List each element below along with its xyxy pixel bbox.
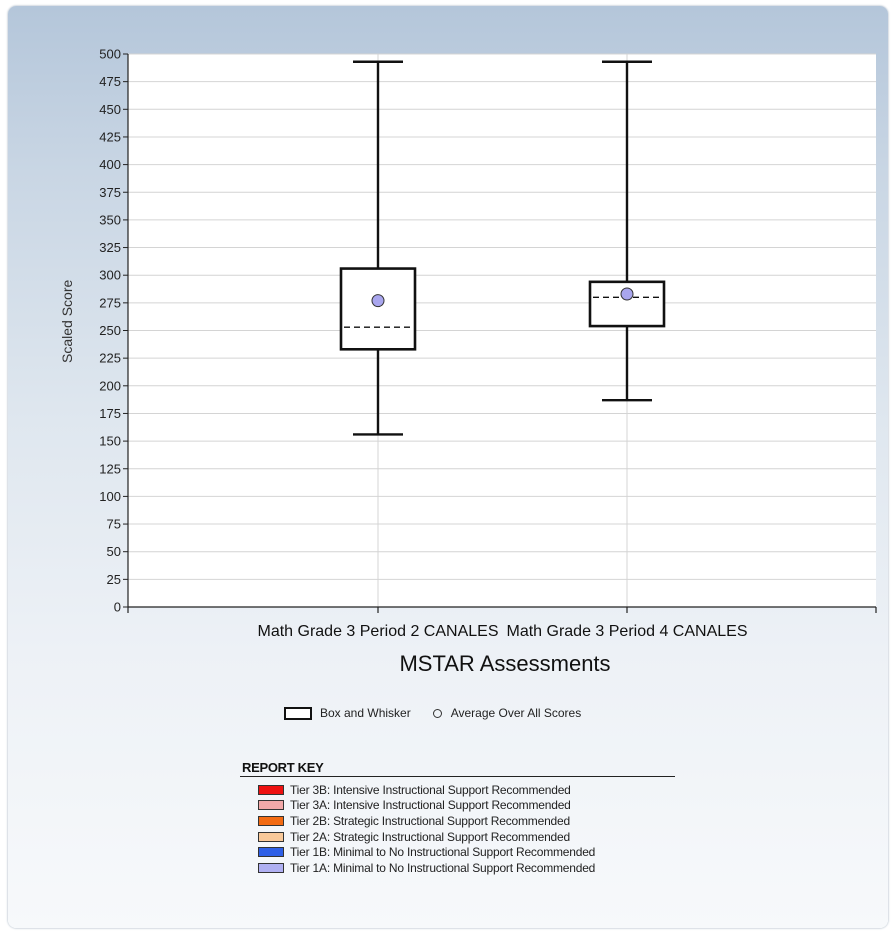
y-tick-label: 125 bbox=[99, 461, 121, 476]
report-key-item: Tier 1B: Minimal to No Instructional Sup… bbox=[240, 844, 675, 860]
report-key-item: Tier 3A: Intensive Instructional Support… bbox=[240, 798, 675, 814]
report-key-swatch bbox=[258, 815, 284, 826]
x-axis-title: MSTAR Assessments bbox=[399, 651, 611, 676]
average-marker bbox=[371, 294, 385, 308]
y-tick-label: 225 bbox=[99, 351, 121, 366]
report-key-list: Tier 3B: Intensive Instructional Support… bbox=[240, 782, 675, 876]
report-key-label: Tier 1A: Minimal to No Instructional Sup… bbox=[290, 860, 596, 875]
report-key-label: Tier 3A: Intensive Instructional Support… bbox=[290, 798, 571, 813]
x-category-label-2: Math Grade 3 Period 4 CANALES bbox=[506, 623, 748, 640]
y-axis-title: Scaled Score bbox=[59, 279, 75, 363]
y-tick-label: 250 bbox=[99, 323, 121, 338]
y-tick-label: 275 bbox=[99, 295, 121, 310]
report-key-item: Tier 3B: Intensive Instructional Support… bbox=[240, 782, 675, 798]
y-tick-label: 25 bbox=[107, 572, 121, 587]
y-tick-label: 200 bbox=[99, 378, 121, 393]
y-tick-label: 350 bbox=[99, 212, 121, 227]
report-key-title: REPORT KEY bbox=[240, 760, 675, 777]
box-whisker-legend-icon bbox=[284, 706, 312, 720]
y-tick-label: 75 bbox=[107, 517, 121, 532]
y-tick-label: 400 bbox=[99, 157, 121, 172]
y-tick-label: 175 bbox=[99, 406, 121, 421]
report-key-label: Tier 2A: Strategic Instructional Support… bbox=[290, 829, 570, 844]
y-tick-label: 425 bbox=[99, 129, 121, 144]
x-category-label-1: Math Grade 3 Period 2 CANALES bbox=[257, 623, 499, 640]
y-tick-label: 100 bbox=[99, 489, 121, 504]
report-key-label: Tier 3B: Intensive Instructional Support… bbox=[290, 782, 571, 797]
y-tick-label: 300 bbox=[99, 268, 121, 283]
y-tick-label: 50 bbox=[107, 544, 121, 559]
report-key-item: Tier 2A: Strategic Instructional Support… bbox=[240, 829, 675, 845]
chart-legend: Box and Whisker Average Over All Scores bbox=[284, 704, 581, 722]
y-tick-label: 475 bbox=[99, 74, 121, 89]
report-key-label: Tier 1B: Minimal to No Instructional Sup… bbox=[290, 845, 596, 860]
report-key-swatch bbox=[258, 831, 284, 842]
report-key-swatch bbox=[258, 847, 284, 858]
y-tick-label: 325 bbox=[99, 240, 121, 255]
report-key-item: Tier 1A: Minimal to No Instructional Sup… bbox=[240, 860, 675, 876]
iqr-box bbox=[339, 267, 417, 351]
y-tick-label: 500 bbox=[99, 47, 121, 62]
average-legend-label: Average Over All Scores bbox=[450, 706, 582, 720]
average-legend-icon bbox=[432, 708, 442, 718]
report-key-swatch bbox=[258, 800, 284, 811]
report-key-swatch bbox=[258, 862, 284, 873]
report-key-swatch bbox=[258, 784, 284, 795]
box-whisker-legend-label: Box and Whisker bbox=[320, 706, 411, 720]
y-tick-label: 375 bbox=[99, 185, 121, 200]
y-tick-label: 0 bbox=[114, 600, 121, 615]
average-marker bbox=[620, 287, 634, 301]
report-key: REPORT KEY Tier 3B: Intensive Instructio… bbox=[240, 760, 675, 876]
box-plot-chart: 0 25 50 75 100 125 150 175 200 225 250 275 300 325 350… bbox=[99, 47, 877, 615]
report-key-label: Tier 2B: Strategic Instructional Support… bbox=[290, 813, 570, 828]
y-tick-label: 150 bbox=[99, 434, 121, 449]
y-tick-label: 450 bbox=[99, 102, 121, 117]
report-key-item: Tier 2B: Strategic Instructional Support… bbox=[240, 813, 675, 829]
